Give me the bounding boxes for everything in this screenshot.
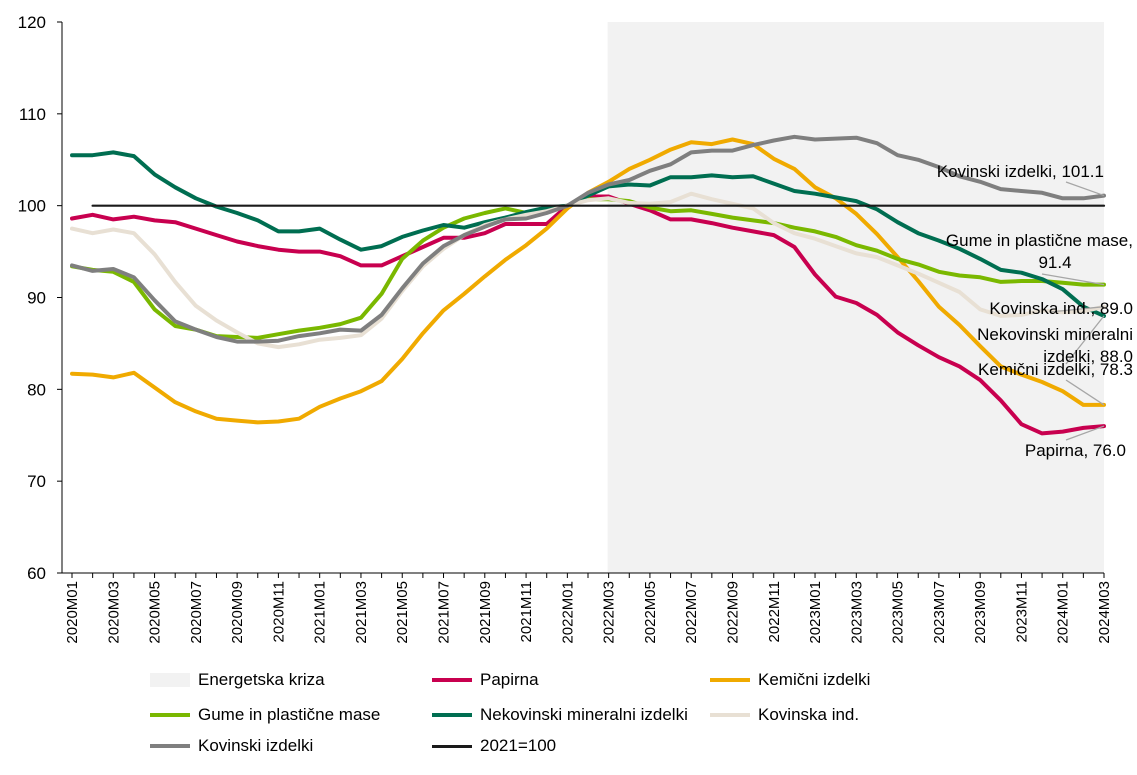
legend-item-nekovinski-mineralni-izdelki: Nekovinski mineralni izdelki	[432, 703, 688, 727]
y-tick-label: 110	[19, 105, 46, 124]
line-chart: 60 70 80 90 100 110 120 2020M01 2020M03 2020M05 20…	[18, 13, 1133, 644]
series-line-kovinski-izdelki	[70, 134, 1106, 344]
x-tick-label: 2022M07	[683, 581, 700, 644]
shaded-region-layer	[607, 22, 1104, 573]
legend-swatch-line	[432, 678, 472, 682]
x-tick-label: 2021M11	[518, 581, 535, 642]
legend-label: Nekovinski mineralni izdelki	[480, 705, 688, 724]
legend-item-baseline-2021: 2021=100	[432, 734, 556, 758]
x-tick-label: 2020M07	[188, 581, 205, 644]
annotation-leader-papirna	[1065, 425, 1105, 441]
x-tick-label: 2020M11	[270, 581, 287, 642]
x-tick-label: 2021M09	[477, 581, 494, 644]
annotation-leader-kemicni-izdelki	[1065, 379, 1105, 406]
legend-swatch-line	[432, 744, 472, 748]
x-tick-label: 2022M03	[601, 581, 618, 644]
y-tick-label: 60	[27, 564, 46, 583]
series-line-kovinska-ind	[70, 191, 1106, 350]
x-tick-label: 2020M03	[105, 581, 122, 644]
legend-swatch-line	[710, 678, 750, 682]
legend-swatch-line	[150, 744, 190, 748]
x-tick-label: 2023M07	[931, 581, 948, 644]
legend-label: 2021=100	[480, 736, 557, 755]
annotation-label-nekovinski-mineralni-izdelki: izdelki, 88.0	[1043, 347, 1133, 366]
x-tick-label: 2020M05	[147, 581, 164, 644]
y-tick-label: 100	[18, 197, 46, 216]
annotation-layer: Kovinski izdelki, 101.1 Gume in plastične…	[937, 162, 1133, 460]
x-tick-label: 2023M09	[972, 581, 989, 644]
x-tick-label: 2021M03	[353, 581, 370, 644]
series-line-nekovinski-mineralni-izdelki	[70, 150, 1106, 318]
legend-item-papirna: Papirna	[432, 668, 539, 692]
legend-swatch-area	[150, 673, 190, 687]
annotation-label-gume-in-plasticne-mase: 91.4	[1038, 253, 1071, 272]
legend-item-kovinski-izdelki: Kovinski izdelki	[150, 734, 313, 758]
x-tick-label: 2023M03	[848, 581, 865, 644]
legend-label: Kemični izdelki	[758, 670, 871, 689]
annotation-leader-nekovinski-mineralni-izdelki	[1065, 315, 1105, 365]
y-tick-label: 80	[27, 380, 46, 399]
y-tick-label: 90	[27, 289, 46, 308]
annotation-label-kovinski-izdelki: Kovinski izdelki, 101.1	[937, 162, 1104, 181]
legend-item-kovinska-ind: Kovinska ind.	[710, 703, 859, 727]
series-layer	[70, 134, 1106, 436]
annotation-label-nekovinski-mineralni-izdelki: Nekovinski mineralni	[977, 325, 1133, 344]
legend-label: Gume in plastične mase	[198, 705, 381, 724]
x-tick-label: 2023M05	[890, 581, 907, 644]
legend-swatch-line	[150, 713, 190, 717]
x-tick-label: 2020M09	[229, 581, 246, 644]
x-tick-label: 2020M01	[64, 581, 81, 644]
annotation-leader-kovinski-izdelki	[1065, 181, 1105, 197]
annotation-label-kemicni-izdelki: Kemični izdelki, 78.3	[978, 360, 1133, 379]
x-tick-label: 2022M09	[724, 581, 741, 644]
legend-item-kemicni-izdelki: Kemični izdelki	[710, 668, 870, 692]
annotation-label-kovinska-ind: Kovinska ind., 89.0	[989, 299, 1133, 318]
legend-item-energetska-kriza: Energetska kriza	[150, 668, 325, 692]
legend-swatch-line	[710, 713, 750, 717]
x-tick-label: 2021M01	[312, 581, 329, 644]
x-tick-label: 2023M11	[1013, 581, 1030, 642]
y-tick-label: 120	[18, 13, 46, 32]
legend-label: Energetska kriza	[198, 670, 325, 689]
x-tick-label: 2021M05	[394, 581, 411, 644]
axis-layer: 60 70 80 90 100 110 120 2020M01 2020M03 2020M05 20…	[18, 13, 1113, 644]
legend-item-gume-in-plasticne-mase: Gume in plastične mase	[150, 703, 380, 727]
legend-label: Kovinska ind.	[758, 705, 860, 724]
x-tick-label: 2023M01	[807, 581, 824, 644]
annotation-leader-gume-in-plasticne-mase	[1041, 273, 1105, 286]
x-tick-label: 2024M01	[1055, 581, 1072, 644]
shaded-region-energetska-kriza	[607, 22, 1104, 573]
legend-label: Kovinski izdelki	[198, 736, 314, 755]
legend-label: Papirna	[480, 670, 539, 689]
annotation-label-papirna: Papirna, 76.0	[1025, 441, 1126, 460]
annotation-leader-kovinska-ind	[1049, 306, 1105, 313]
x-tick-label: 2021M07	[436, 581, 453, 644]
x-tick-label: 2024M03	[1096, 581, 1113, 644]
y-tick-label: 70	[27, 472, 46, 491]
legend-swatch-line	[432, 713, 472, 717]
annotation-label-gume-in-plasticne-mase: Gume in plastične mase,	[946, 231, 1133, 250]
x-tick-label: 2022M05	[642, 581, 659, 644]
x-tick-label: 2022M01	[559, 581, 576, 644]
x-tick-label: 2022M11	[766, 581, 783, 642]
